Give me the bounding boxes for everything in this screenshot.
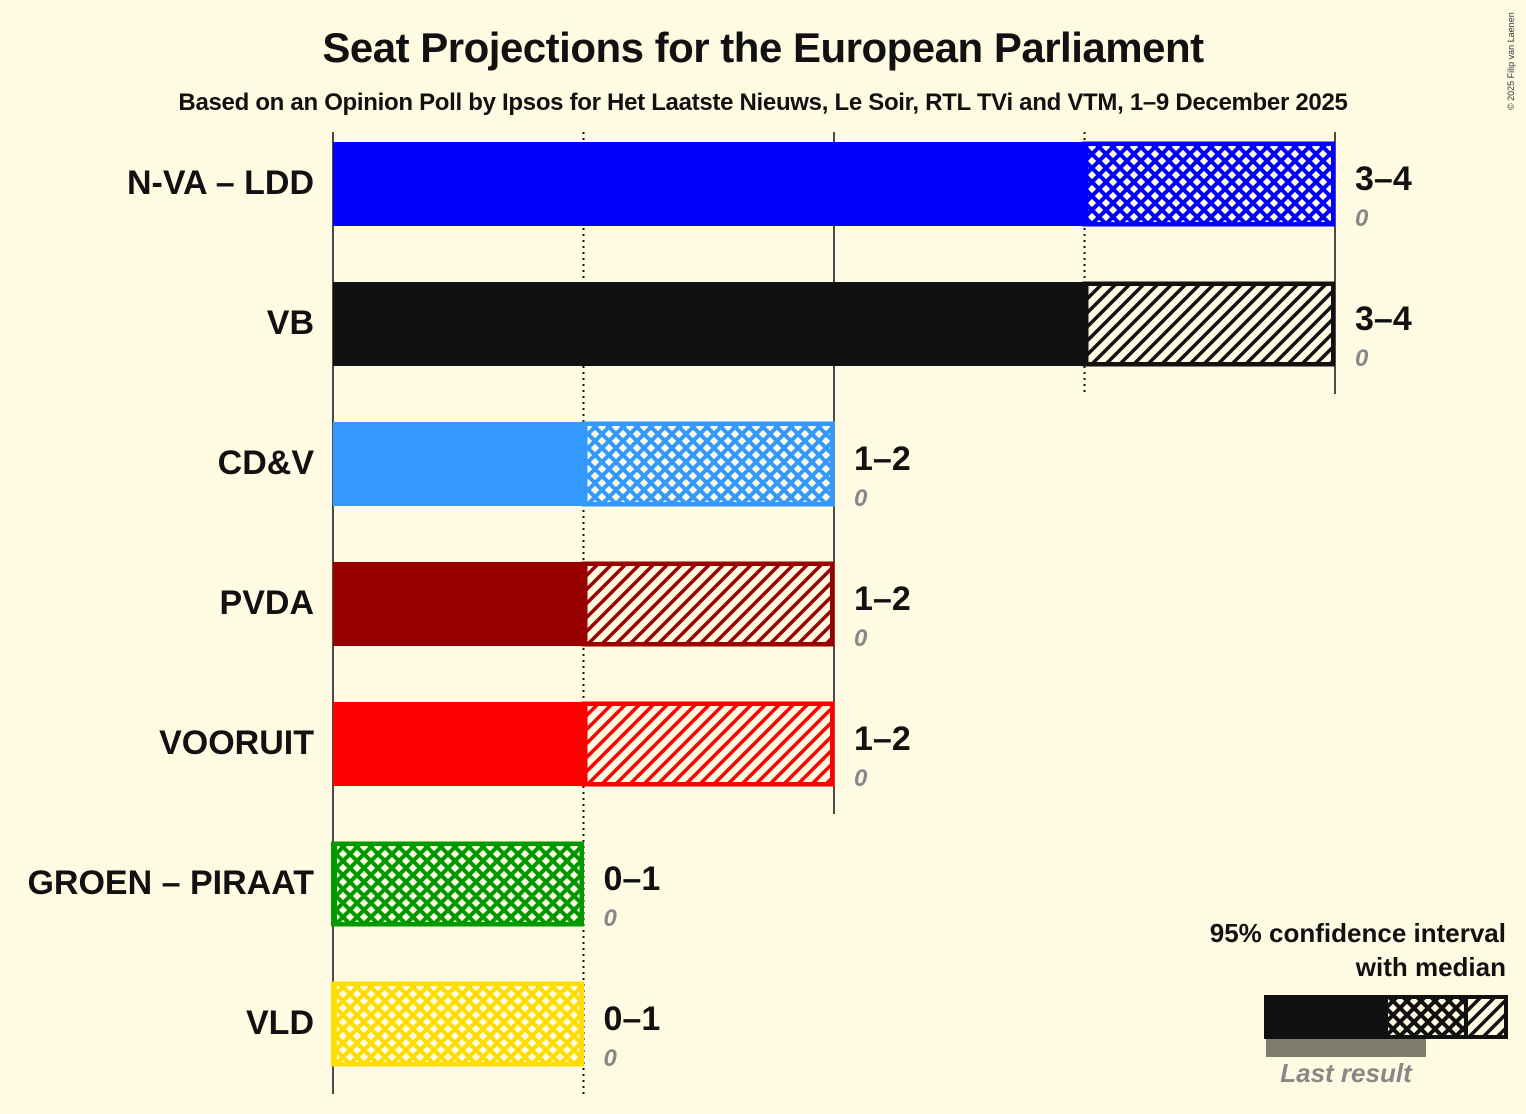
party-label: VLD — [246, 1004, 314, 1042]
bar-solid — [333, 282, 1085, 366]
bar-solid — [333, 562, 584, 646]
seat-range-label: 3–4 — [1355, 300, 1412, 338]
legend-title-line1: 95% confidence interval — [1209, 918, 1506, 948]
bar-row — [333, 561, 835, 647]
bar-row — [331, 841, 584, 927]
seat-range-label: 1–2 — [854, 580, 911, 618]
bar-row — [331, 981, 584, 1067]
legend-last-result-label: Last result — [1280, 1058, 1412, 1088]
bar-row — [333, 141, 1336, 227]
bar-ci-lower — [583, 422, 834, 506]
bar-ci-upper — [583, 562, 834, 646]
party-label: CD&V — [217, 444, 314, 482]
seat-range-label: 1–2 — [854, 440, 911, 478]
legend-title: 95% confidence interval with median — [1210, 916, 1506, 984]
bar-ci-upper — [583, 702, 834, 786]
seat-range-label: 0–1 — [603, 1000, 661, 1038]
party-label: VOORUIT — [159, 724, 314, 762]
bar-ci-lower — [333, 982, 584, 1066]
legend-ci-lower — [1384, 995, 1468, 1039]
last-result-label: 0 — [603, 905, 617, 932]
last-result-label: 0 — [854, 625, 868, 652]
last-result-label: 0 — [854, 485, 868, 512]
last-result-label: 0 — [854, 765, 868, 792]
bar-solid — [333, 422, 584, 506]
chart-title: Seat Projections for the European Parlia… — [322, 24, 1204, 71]
party-label: PVDA — [219, 584, 314, 622]
chart-subtitle: Based on an Opinion Poll by Ipsos for He… — [178, 89, 1348, 116]
legend-ci-upper — [1464, 995, 1508, 1039]
legend-solid-bar — [1264, 995, 1386, 1039]
last-result-label: 0 — [603, 1045, 617, 1072]
last-result-label: 0 — [1355, 345, 1369, 372]
bar-row — [333, 281, 1336, 367]
bars — [331, 141, 1336, 1067]
seat-range-label: 3–4 — [1355, 160, 1412, 198]
bar-ci-lower — [333, 842, 584, 926]
bar-solid — [333, 702, 584, 786]
last-result-label: 0 — [1355, 205, 1369, 232]
bar-row — [333, 701, 835, 787]
party-label: GROEN – PIRAAT — [27, 864, 314, 902]
bar-ci-upper — [1084, 282, 1335, 366]
legend-graphic — [1264, 995, 1508, 1057]
bar-ci-lower — [1084, 142, 1335, 226]
party-label: VB — [266, 304, 314, 342]
seat-range-label: 1–2 — [854, 720, 911, 758]
bar-row — [333, 421, 835, 507]
seat-range-label: 0–1 — [603, 860, 661, 898]
legend-last-result-bar — [1266, 1037, 1426, 1057]
party-label: N-VA – LDD — [127, 164, 314, 202]
legend-title-line2: with median — [1355, 952, 1506, 982]
bar-solid — [333, 142, 1085, 226]
